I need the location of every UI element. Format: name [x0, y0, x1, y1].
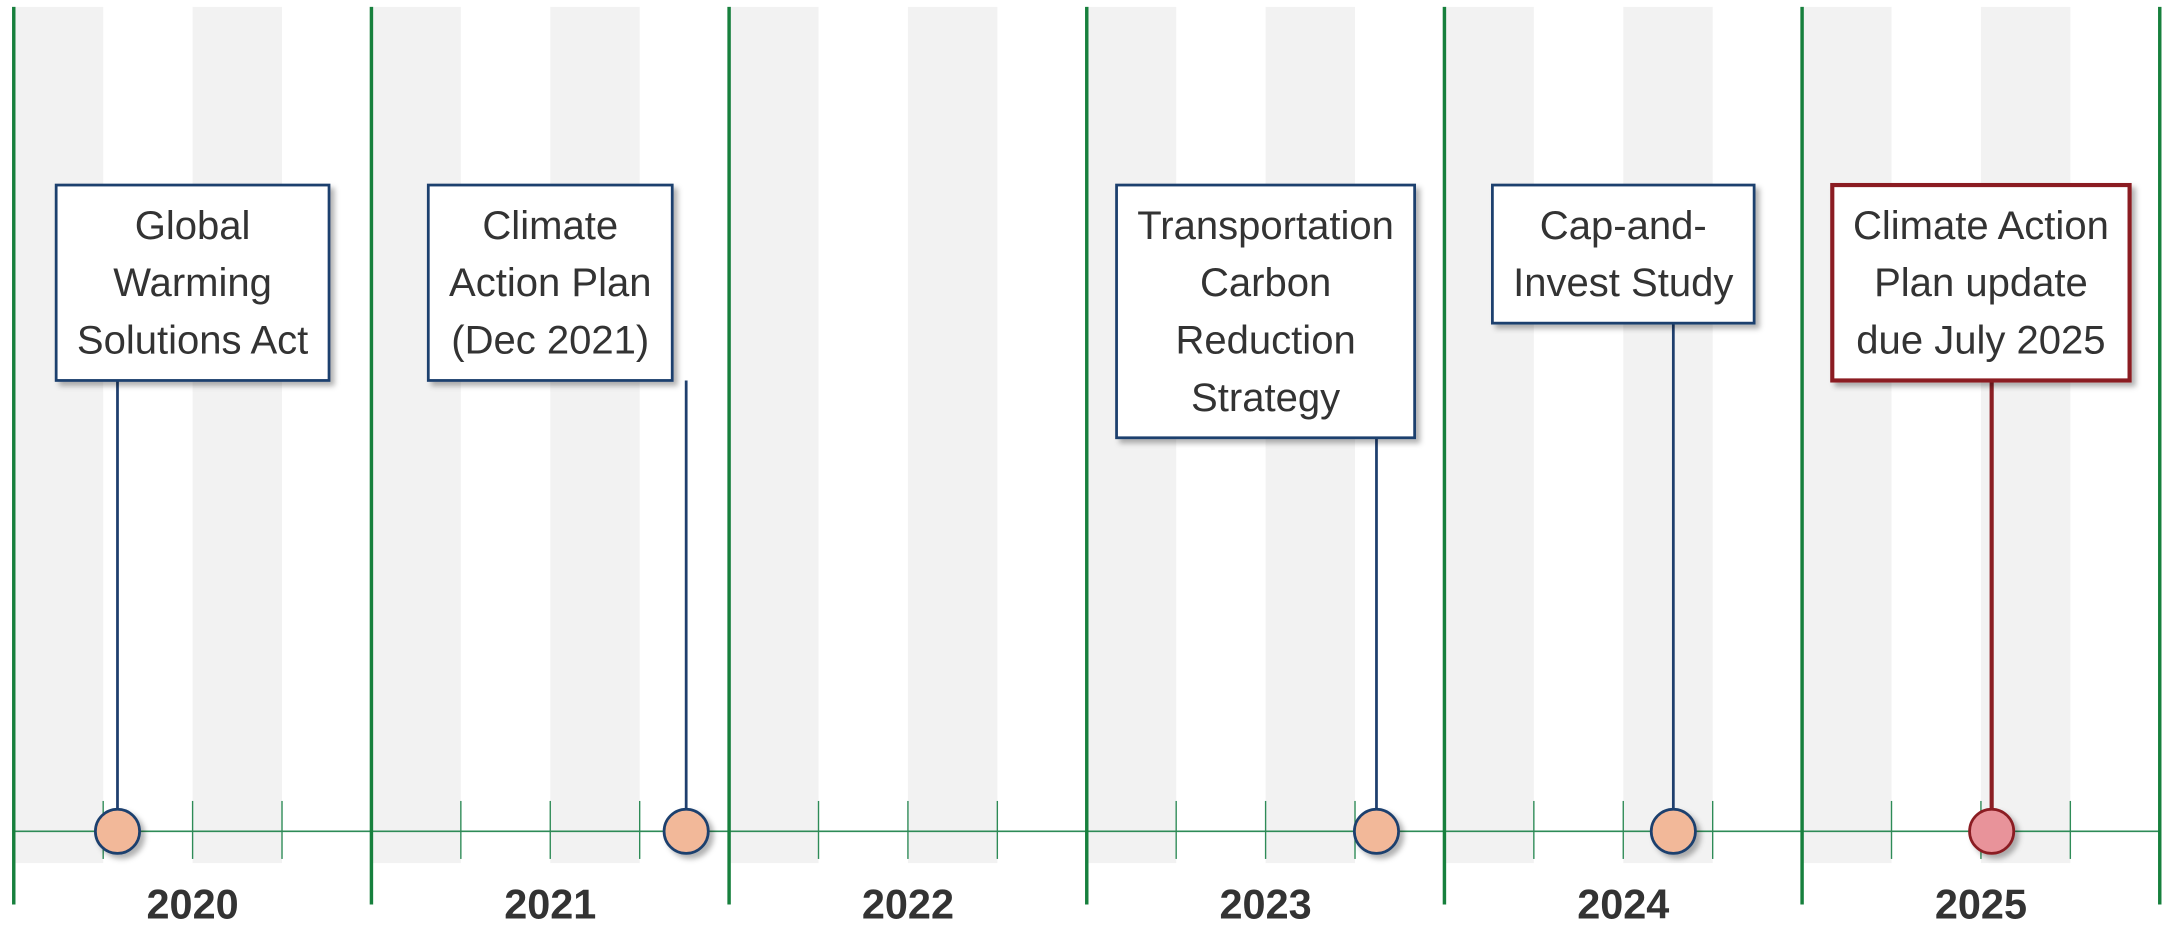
event-label: Warming: [113, 261, 272, 305]
event-label: Invest Study: [1513, 261, 1733, 305]
year-label: 2021: [504, 881, 596, 927]
quarter-band: [1980, 6, 2071, 864]
event-label: Strategy: [1191, 376, 1340, 420]
event-label: Action Plan: [449, 261, 652, 305]
event-box: [54, 183, 331, 382]
event-dot: [1649, 807, 1697, 855]
quarter-band: [192, 6, 283, 864]
event-dot: [1352, 807, 1400, 855]
quarter-band: [371, 6, 461, 864]
quarter-band: [907, 6, 998, 864]
event: Climate Action Plan update due July 2025: [1830, 182, 2132, 855]
year-label: 2024: [1577, 881, 1669, 927]
event-dot: [94, 807, 141, 855]
event-label: Cap-and-: [1540, 204, 1707, 248]
event-label: Transportation: [1137, 204, 1394, 248]
year-label: 2020: [147, 881, 239, 927]
event-box: [1115, 183, 1417, 440]
event-box: [1830, 182, 2132, 383]
year-label: 2023: [1220, 881, 1312, 927]
event-box: [1491, 183, 1756, 325]
year-label: 2025: [1935, 881, 2027, 927]
quarter-band: [1623, 6, 1713, 864]
event-box: [426, 183, 674, 382]
quarter-band: [1802, 6, 1892, 864]
event-label: Solutions Act: [77, 319, 308, 363]
event-label: Climate: [482, 204, 618, 248]
event-label: Global: [135, 204, 251, 248]
event: Cap-and- Invest Study: [1491, 183, 1756, 855]
event: Global Warming Solutions Act: [54, 183, 331, 855]
quarter-band: [550, 6, 640, 864]
event-dot: [662, 807, 710, 855]
quarter-band: [729, 6, 819, 864]
event: Transportation Carbon Reduction Strategy: [1115, 183, 1417, 855]
event-label: Carbon: [1200, 261, 1331, 305]
event: Climate Action Plan (Dec 2021): [426, 183, 710, 855]
event-label: (Dec 2021): [451, 319, 649, 363]
event-label: Plan update: [1874, 261, 2088, 305]
event-label: Reduction: [1175, 319, 1355, 363]
quarter-band: [1444, 6, 1534, 864]
event-label: due July 2025: [1856, 319, 2105, 363]
event-dot: [1968, 807, 2016, 855]
quarter-band: [13, 6, 104, 864]
event-label: Climate Action: [1853, 204, 2109, 248]
year-label: 2022: [862, 881, 954, 927]
